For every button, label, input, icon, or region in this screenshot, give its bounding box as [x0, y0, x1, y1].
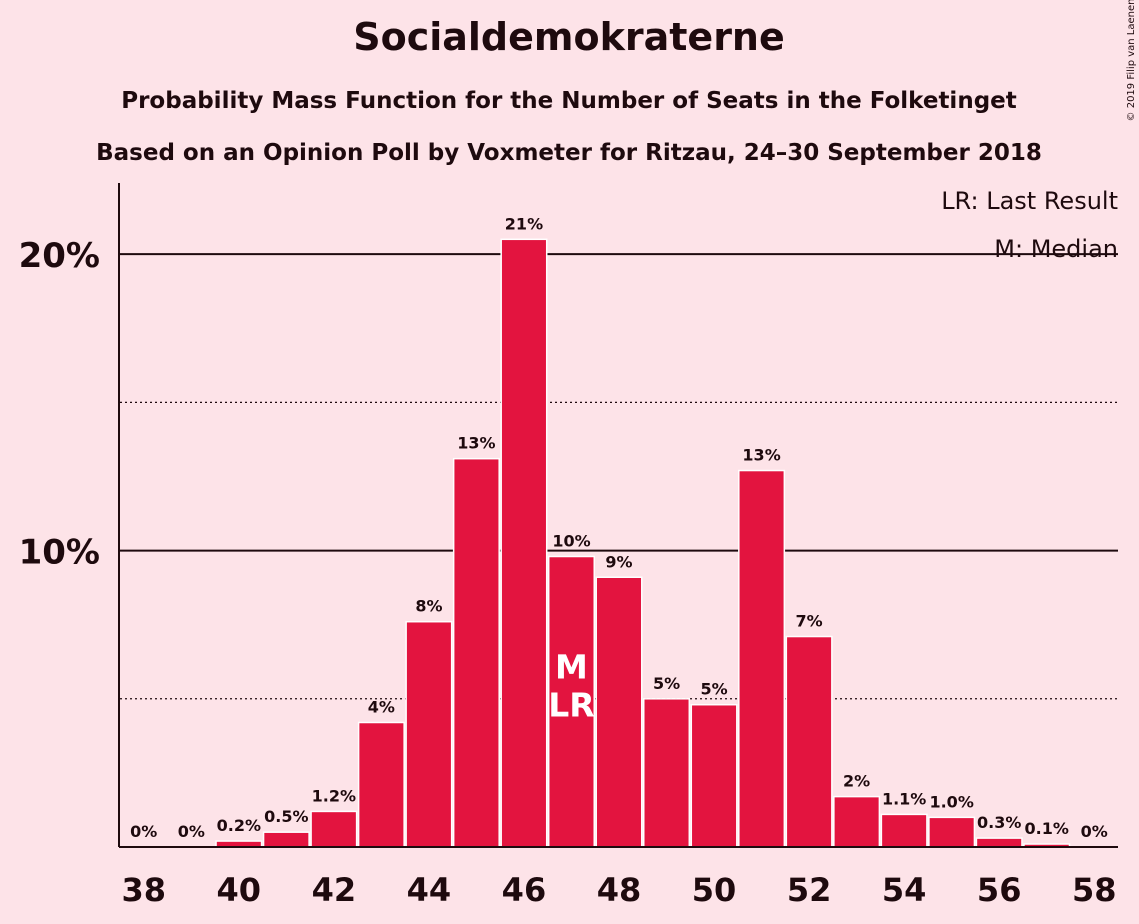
y-tick-label: 20% [19, 236, 100, 276]
bar [357, 721, 405, 848]
x-tick-label: 46 [502, 871, 547, 909]
value-label: 1.2% [312, 786, 356, 805]
bar [452, 457, 500, 848]
x-tick-label: 38 [121, 871, 166, 909]
value-label: 9% [605, 552, 632, 571]
value-label: 0% [130, 822, 157, 841]
value-label: 5% [700, 680, 727, 699]
x-tick-label: 52 [787, 871, 832, 909]
legend-entry: LR: Last Result [941, 187, 1118, 215]
bar [833, 795, 881, 848]
value-label: 13% [742, 446, 780, 465]
bar [880, 813, 928, 848]
value-label: 0% [178, 822, 205, 841]
bar [928, 816, 976, 848]
value-label: 10% [552, 532, 590, 551]
y-tick-label: 10% [19, 533, 100, 573]
bar [500, 238, 548, 848]
bar [738, 469, 786, 848]
value-label: 0% [1081, 822, 1108, 841]
x-tick-label: 42 [312, 871, 357, 909]
value-label: 2% [843, 772, 870, 791]
value-label: 0.3% [977, 813, 1021, 832]
x-tick-label: 58 [1072, 871, 1117, 909]
value-label: 13% [457, 434, 495, 453]
x-tick-label: 54 [882, 871, 927, 909]
bar [547, 555, 595, 848]
bar [643, 698, 691, 848]
chart-subtitle: Based on an Opinion Poll by Voxmeter for… [96, 140, 1042, 166]
chart-title: Socialdemokraterne [353, 15, 785, 59]
value-label: 4% [368, 698, 395, 717]
value-label: 0.1% [1025, 819, 1069, 838]
bar [785, 635, 833, 848]
bar [975, 837, 1023, 848]
bar [262, 831, 310, 848]
x-tick-label: 50 [692, 871, 737, 909]
bar [595, 576, 643, 848]
value-label: 5% [653, 674, 680, 693]
value-label: 1.0% [929, 792, 973, 811]
value-label: 8% [415, 597, 442, 616]
bar [310, 810, 358, 848]
bar-annotation: M [555, 648, 588, 687]
bar [690, 703, 738, 848]
bar-annotation: LR [548, 686, 594, 725]
value-label: 21% [505, 214, 543, 233]
value-label: 0.5% [264, 807, 308, 826]
chart-subtitle: Probability Mass Function for the Number… [121, 88, 1017, 114]
bar [405, 620, 453, 848]
x-tick-label: 40 [217, 871, 262, 909]
value-label: 1.1% [882, 789, 926, 808]
value-label: 7% [796, 612, 823, 631]
credit: © 2019 Filip van Laenen [1126, 0, 1137, 121]
x-tick-label: 44 [407, 871, 452, 909]
x-tick-label: 48 [597, 871, 642, 909]
legend-entry: M: Median [994, 235, 1118, 263]
x-tick-label: 56 [977, 871, 1022, 909]
value-label: 0.2% [217, 816, 261, 835]
